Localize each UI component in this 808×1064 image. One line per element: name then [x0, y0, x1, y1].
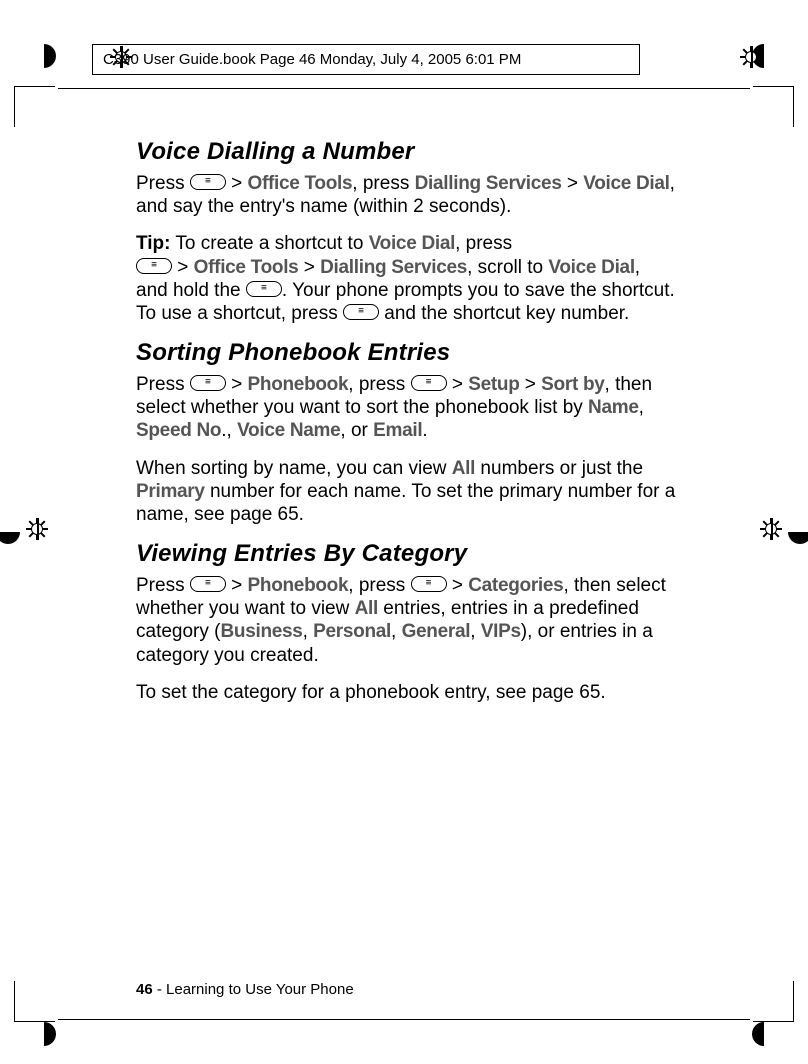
menu-term: Office Tools: [194, 257, 299, 278]
registration-mark-icon: [758, 516, 784, 542]
registration-mark-icon: [738, 44, 764, 70]
crop-mark-tr: [753, 86, 794, 127]
crop-rule-bottom: [58, 1019, 750, 1020]
menu-key-icon: [190, 375, 226, 391]
crop-mark-bl: [14, 981, 55, 1022]
page-footer: 46 - Learning to Use Your Phone: [136, 981, 354, 998]
heading-sorting: Sorting Phonebook Entries: [136, 339, 676, 367]
heading-voice-dialling: Voice Dialling a Number: [136, 138, 676, 166]
menu-term: Voice Name: [237, 420, 340, 441]
menu-term: Voice Dial: [369, 233, 455, 254]
menu-key-icon: [411, 375, 447, 391]
menu-key-icon: [411, 576, 447, 592]
menu-term: Voice Dial: [548, 257, 634, 278]
paragraph: When sorting by name, you can view All n…: [136, 457, 676, 527]
page-content: Voice Dialling a Number Press > Office T…: [136, 138, 676, 718]
menu-term: Dialling Services: [415, 173, 562, 194]
dome-icon: [788, 520, 808, 544]
tip-label: Tip:: [136, 233, 170, 254]
paragraph: To set the category for a phonebook entr…: [136, 681, 676, 704]
menu-term: Business: [220, 621, 302, 642]
paragraph: Press > Phonebook, press > Setup > Sort …: [136, 373, 676, 443]
crop-mark-br: [753, 981, 794, 1022]
menu-term: All: [452, 458, 475, 479]
paragraph: Press > Phonebook, press > Categories, t…: [136, 574, 676, 667]
footer-section-label: - Learning to Use Your Phone: [153, 981, 354, 998]
menu-term: Categories: [468, 575, 563, 596]
menu-term: Speed No: [136, 420, 221, 441]
menu-key-icon: [246, 281, 282, 297]
dome-icon: [752, 1022, 776, 1046]
paragraph: Press > Office Tools, press Dialling Ser…: [136, 172, 676, 218]
crop-mark-tl: [14, 86, 55, 127]
page-number: 46: [136, 981, 153, 998]
menu-term: Phonebook: [248, 374, 349, 395]
menu-key-icon: [343, 304, 379, 320]
menu-term: Primary: [136, 481, 205, 502]
page-header-box: C390 User Guide.book Page 46 Monday, Jul…: [92, 44, 640, 75]
menu-term: Personal: [313, 621, 391, 642]
dome-icon: [32, 44, 56, 68]
crop-rule-top: [58, 88, 750, 89]
page-header-text: C390 User Guide.book Page 46 Monday, Jul…: [103, 51, 521, 68]
menu-term: All: [355, 598, 378, 619]
menu-key-icon: [190, 576, 226, 592]
heading-viewing: Viewing Entries By Category: [136, 540, 676, 568]
menu-term: Sort by: [541, 374, 604, 395]
menu-term: Email: [373, 420, 422, 441]
menu-term: Office Tools: [248, 173, 353, 194]
dome-icon: [32, 1022, 56, 1046]
menu-term: Dialling Services: [320, 257, 467, 278]
menu-term: VIPs: [481, 621, 521, 642]
paragraph-tip: Tip: To create a shortcut to Voice Dial,…: [136, 232, 676, 325]
menu-term: Voice Dial: [583, 173, 669, 194]
menu-key-icon: [190, 174, 226, 190]
menu-term: Name: [588, 397, 639, 418]
menu-term: Phonebook: [248, 575, 349, 596]
registration-mark-icon: [24, 516, 50, 542]
menu-key-icon: [136, 258, 172, 274]
menu-term: General: [402, 621, 471, 642]
dome-icon: [0, 520, 20, 544]
menu-term: Setup: [468, 374, 519, 395]
